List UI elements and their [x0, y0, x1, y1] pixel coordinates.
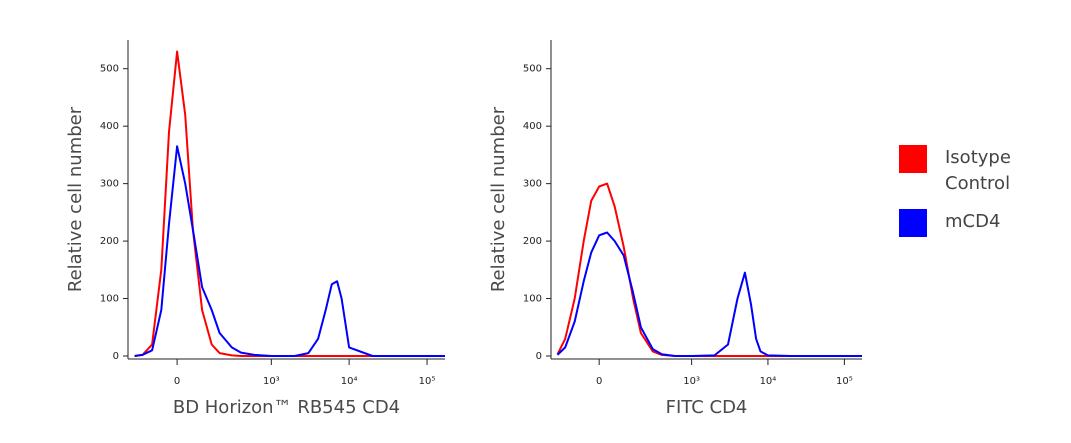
x-axis-label: FITC CD4 [666, 397, 748, 418]
y-tick-label: 100 [523, 294, 542, 305]
x-axis-label: BD Horizon™ RB545 CD4 [173, 397, 400, 418]
y-tick-label: 200 [523, 236, 542, 247]
y-axis-label: Relative cell number [65, 106, 86, 292]
legend-item: Isotype Control [899, 145, 1035, 197]
legend-label: Isotype Control [945, 147, 1011, 194]
y-tick-label: 400 [100, 121, 119, 132]
legend-label: mCD4 [945, 211, 1001, 232]
x-tick-label: 0 [174, 376, 180, 387]
x-tick-label: 10⁵ [419, 376, 436, 387]
y-tick-label: 0 [113, 351, 119, 362]
legend-item: mCD4 [899, 209, 1035, 237]
x-tick-label: 10⁵ [836, 376, 853, 387]
x-tick-label: 10⁴ [760, 376, 777, 387]
y-tick-label: 300 [523, 179, 542, 190]
histogram-line [134, 145, 445, 357]
histogram-line [556, 182, 862, 357]
y-tick-label: 500 [523, 64, 542, 75]
y-tick-label: 300 [100, 179, 119, 190]
y-tick-label: 200 [100, 236, 119, 247]
y-tick-label: 0 [536, 351, 542, 362]
histogram-line [556, 231, 862, 357]
y-tick-label: 500 [100, 64, 119, 75]
x-tick-label: 10³ [263, 376, 280, 387]
y-tick-label: 400 [523, 121, 542, 132]
y-axis-label: Relative cell number [488, 106, 509, 292]
y-tick-label: 100 [100, 294, 119, 305]
legend-swatch [899, 209, 927, 237]
x-tick-label: 10⁴ [341, 376, 358, 387]
x-tick-label: 10³ [683, 376, 700, 387]
x-tick-label: 0 [596, 376, 602, 387]
legend-swatch [899, 145, 927, 173]
histogram-line [134, 50, 445, 357]
